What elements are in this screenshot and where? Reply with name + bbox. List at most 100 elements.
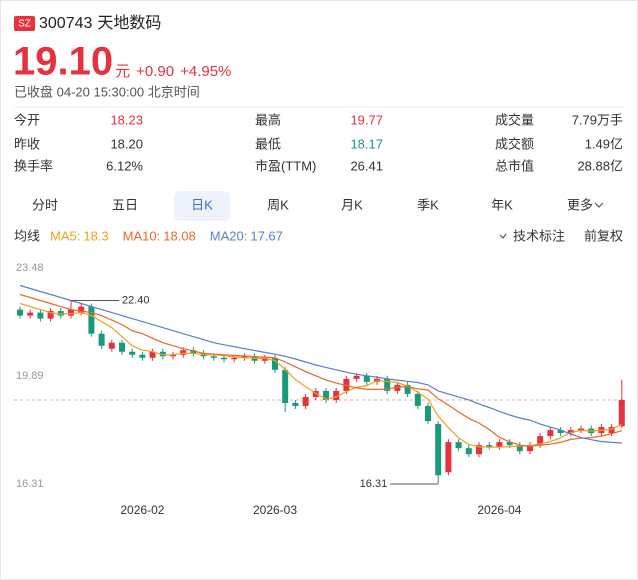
price-unit: 元 <box>115 63 130 80</box>
candle-body <box>404 384 411 394</box>
candle-body <box>88 306 95 334</box>
candle-body <box>272 357 278 370</box>
candle-body <box>261 357 268 361</box>
candle-body <box>486 445 493 447</box>
more-chevron <box>594 202 604 208</box>
period-tab[interactable]: 月K <box>341 197 363 212</box>
candle-body <box>557 430 564 434</box>
stat-label: 昨收 <box>14 136 40 151</box>
ma-line <box>19 302 623 448</box>
period-tab[interactable]: 分时 <box>32 197 58 212</box>
stat-label: 总市值 <box>495 158 534 173</box>
tech-annotation[interactable]: 技术标注 <box>513 228 565 243</box>
y-tick-label: 19.89 <box>16 370 44 382</box>
candle-body <box>68 309 74 316</box>
max-label: 22.40 <box>122 294 150 306</box>
stat-value: 18.17 <box>350 136 383 151</box>
candle-body <box>190 350 197 354</box>
candle-body <box>527 445 533 452</box>
candle-body <box>57 311 64 316</box>
candle-body <box>567 430 574 434</box>
candle-body <box>537 436 544 446</box>
candle-body <box>129 351 136 355</box>
candle-body <box>292 402 299 406</box>
stat-label: 今开 <box>14 112 40 127</box>
period-tab[interactable]: 年K <box>491 197 513 212</box>
stat-label: 最低 <box>255 136 281 151</box>
ma-line <box>19 293 622 447</box>
candle-body <box>578 428 584 431</box>
candle-body <box>159 351 166 357</box>
candle-body <box>506 442 513 446</box>
stat-label: 换手率 <box>14 158 53 173</box>
stat-value: 7.79万手 <box>572 112 623 127</box>
period-tab[interactable]: 更多 <box>567 197 593 212</box>
candle-body <box>37 312 44 319</box>
stat-value: 18.20 <box>110 136 143 151</box>
stat-value: 19.77 <box>350 112 383 127</box>
period-tab[interactable]: 季K <box>417 197 439 212</box>
candle-body <box>455 442 462 449</box>
x-tick-label: 2026-04 <box>477 503 521 517</box>
y-tick-label: 16.31 <box>16 478 44 490</box>
tech-icon <box>499 233 507 239</box>
candle-body <box>17 309 23 316</box>
candle-body <box>394 384 401 391</box>
stat-value: 26.41 <box>350 158 383 173</box>
candle-body <box>465 448 472 455</box>
candle-body <box>435 424 442 476</box>
exchange: SZ <box>18 19 31 30</box>
stat-value: 6.12% <box>106 158 143 173</box>
period-tab[interactable]: 日K <box>191 197 213 212</box>
adjust-mode[interactable]: 前复权 <box>584 228 623 243</box>
candle-body <box>333 390 340 400</box>
active-tab-bg <box>174 191 230 221</box>
candle-body <box>108 342 115 349</box>
ma-toggle[interactable]: 均线 <box>14 228 40 243</box>
min-label: 16.31 <box>360 478 388 490</box>
candle-body <box>384 378 391 391</box>
legend-name: MA20: <box>210 228 248 243</box>
stat-value: 18.23 <box>110 112 143 127</box>
exchange-badge <box>14 16 35 31</box>
candle-body <box>363 375 370 382</box>
candle-body <box>425 405 431 422</box>
candle-body <box>414 393 421 406</box>
stat-label: 市盈(TTM) <box>255 158 316 173</box>
legend-name: MA10: <box>123 228 161 243</box>
legend-value: 17.67 <box>250 228 283 243</box>
stat-label: 最高 <box>255 112 281 127</box>
candle-body <box>353 375 360 379</box>
candle-body <box>170 354 176 357</box>
candle-body <box>119 342 125 352</box>
candle-body <box>27 312 34 316</box>
candle-body <box>180 350 187 355</box>
candle-body <box>323 390 329 400</box>
stat-value: 28.88亿 <box>577 158 623 173</box>
candle-body <box>516 445 523 452</box>
candle-body <box>282 369 289 403</box>
y-tick-label: 23.48 <box>16 262 44 274</box>
stock-name: 天地数码 <box>97 14 161 32</box>
candle-body <box>445 442 452 473</box>
change: +0.90 <box>136 63 174 80</box>
period-tab[interactable]: 周K <box>267 197 289 212</box>
candle-body <box>608 427 615 434</box>
legend-value: 18.08 <box>163 228 196 243</box>
legend-name: MA5: <box>50 228 80 243</box>
stat-label: 成交量 <box>495 112 534 127</box>
candle-body <box>149 351 156 358</box>
candle-body <box>98 333 105 346</box>
candle-body <box>241 356 248 358</box>
candle-body <box>139 354 146 358</box>
market-status: 已收盘 04-20 15:30:00 北京时间 <box>14 84 200 99</box>
legend-value: 18.3 <box>83 228 108 243</box>
candle-body <box>231 357 238 360</box>
x-tick-label: 2026-02 <box>120 503 164 517</box>
candle-body <box>302 396 309 406</box>
price: 19.10 <box>13 40 113 84</box>
stat-label: 成交额 <box>495 136 534 151</box>
period-tab[interactable]: 五日 <box>112 197 138 212</box>
